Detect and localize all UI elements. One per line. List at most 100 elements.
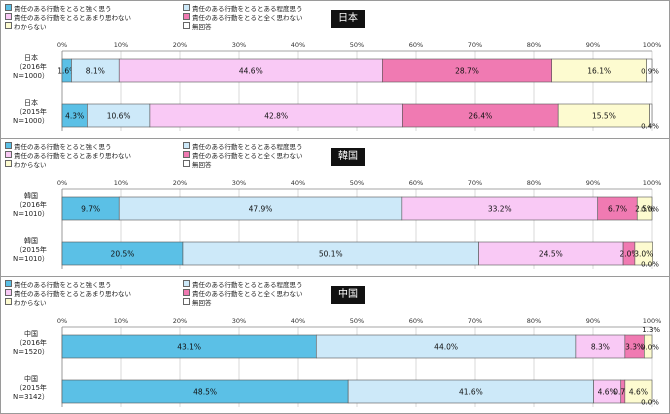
data-label: 48.5% <box>193 388 217 397</box>
category-label: 韓国（2016年 N=1010） <box>13 191 49 218</box>
data-label: 3.3% <box>625 343 644 352</box>
legend-item: 責任のある行動をとるとあまり思わない <box>5 151 131 160</box>
data-label: 15.5% <box>592 112 616 121</box>
panel-korea: 責任のある行動をとると強く思う 責任のある行動をとるとある程度思う 責任のある行動を… <box>1 138 669 276</box>
x-tick-label: 80% <box>527 317 541 325</box>
legend-item: わからない <box>5 22 47 31</box>
data-label: 33.2% <box>488 205 512 214</box>
x-tick-label: 50% <box>350 41 364 49</box>
data-label: 0.7% <box>613 388 632 397</box>
data-label: 2.5% <box>635 205 654 214</box>
legend-item: わからない <box>5 160 47 169</box>
legend-swatch <box>183 4 190 11</box>
data-label: 47.9% <box>249 205 273 214</box>
x-tick-label: 10% <box>114 41 128 49</box>
legend-label: 責任のある行動をとるとあまり思わない <box>14 152 131 160</box>
legend-item: 責任のある行動をとるとあまり思わない <box>5 289 131 298</box>
data-label: 44.0% <box>434 343 458 352</box>
x-tick-label: 10% <box>114 179 128 187</box>
data-label: 0.4% <box>641 123 659 131</box>
data-label: 42.8% <box>264 112 288 121</box>
bar-segment <box>644 334 653 359</box>
data-label: 41.6% <box>459 388 483 397</box>
panel-japan: 責任のある行動をとると強く思う 責任のある行動をとるとある程度思う 責任のある行動を… <box>1 1 669 137</box>
x-tick-label: 50% <box>350 179 364 187</box>
x-tick-label: 40% <box>291 41 305 49</box>
data-label: 4.3% <box>65 112 84 121</box>
x-tick-label: 30% <box>232 179 246 187</box>
legend-label: 責任のある行動をとるとある程度思う <box>192 5 303 13</box>
legend-label: 責任のある行動をとるとあまり思わない <box>14 14 131 22</box>
legend-swatch <box>183 280 190 287</box>
legend-item: 責任のある行動をとるとあまり思わない <box>5 13 131 22</box>
legend-item: 責任のある行動をとるとある程度思う <box>183 280 303 289</box>
legend-swatch <box>5 142 12 149</box>
data-label: 50.1% <box>319 250 343 259</box>
category-label: 中国（2016年 N=1520） <box>13 329 49 356</box>
category-label: 韓国（2015年 N=1010） <box>13 236 49 263</box>
legend-swatch <box>183 142 190 149</box>
x-tick-label: 60% <box>409 317 423 325</box>
legend-swatch <box>5 13 12 20</box>
legend-swatch <box>5 151 12 158</box>
data-label: 3.0% <box>634 250 653 259</box>
data-label: 4.6% <box>598 388 617 397</box>
legend-item: 責任のある行動をとるとある程度思う <box>183 4 303 13</box>
x-tick-label: 70% <box>468 179 482 187</box>
data-label: 1.3% <box>642 326 660 334</box>
x-tick-label: 0% <box>57 179 67 187</box>
data-label: 0.0% <box>641 261 659 269</box>
legend-label: わからない <box>14 161 47 169</box>
data-label: 4.6% <box>629 388 648 397</box>
legend-swatch <box>5 289 12 296</box>
data-label: 0.9% <box>641 68 659 76</box>
x-tick-label: 60% <box>409 41 423 49</box>
data-label: 43.1% <box>177 343 201 352</box>
legend-item: 無回答 <box>183 298 212 307</box>
bar-segment <box>649 103 653 128</box>
legend-label: 責任のある行動をとると全く思わない <box>192 290 303 298</box>
x-tick-label: 80% <box>527 41 541 49</box>
bar-segment <box>634 241 653 266</box>
bar-segment <box>636 196 653 221</box>
x-tick-label: 20% <box>173 317 187 325</box>
x-tick-label: 60% <box>409 179 423 187</box>
data-label: 28.7% <box>455 67 479 76</box>
legend-item: 責任のある行動をとると強く思う <box>5 142 112 151</box>
legend-item: 責任のある行動をとると全く思わない <box>183 289 303 298</box>
data-label: 16.1% <box>587 67 611 76</box>
data-label: 10.6% <box>107 112 131 121</box>
legend-swatch <box>5 280 12 287</box>
legend-swatch <box>183 13 190 20</box>
category-label: 中国（2015年 N=3142） <box>13 374 49 401</box>
legend-label: 無回答 <box>192 23 212 31</box>
x-tick-label: 40% <box>291 179 305 187</box>
data-label: 6.7% <box>608 205 627 214</box>
data-label: 8.1% <box>86 67 105 76</box>
legend-label: 無回答 <box>192 299 212 307</box>
bar-segment <box>646 58 653 83</box>
legend-swatch <box>183 298 190 305</box>
legend-label: 責任のある行動をとると強く思う <box>14 5 112 13</box>
x-tick-label: 50% <box>350 317 364 325</box>
data-label: 24.5% <box>539 250 563 259</box>
data-label: 44.6% <box>239 67 263 76</box>
chart-title: 中国 <box>331 286 365 304</box>
legend-item: 無回答 <box>183 160 212 169</box>
x-tick-label: 30% <box>232 41 246 49</box>
x-tick-label: 100% <box>643 179 662 187</box>
legend-label: 責任のある行動をとると全く思わない <box>192 152 303 160</box>
panel-china: 責任のある行動をとると強く思う 責任のある行動をとるとある程度思う 責任のある行動を… <box>1 276 669 414</box>
chart-title: 日本 <box>331 10 365 28</box>
bar-segment <box>624 379 653 404</box>
data-label: 2.0% <box>619 250 638 259</box>
x-tick-label: 20% <box>173 41 187 49</box>
data-label: 0.0% <box>641 399 659 407</box>
legend-label: 責任のある行動をとると強く思う <box>14 281 112 289</box>
chart-title: 韓国 <box>331 148 365 166</box>
legend-label: 責任のある行動をとるとあまり思わない <box>14 290 131 298</box>
legend-item: 責任のある行動をとると強く思う <box>5 280 112 289</box>
legend-item: わからない <box>5 298 47 307</box>
legend-label: 責任のある行動をとると全く思わない <box>192 14 303 22</box>
x-tick-label: 0% <box>57 317 67 325</box>
